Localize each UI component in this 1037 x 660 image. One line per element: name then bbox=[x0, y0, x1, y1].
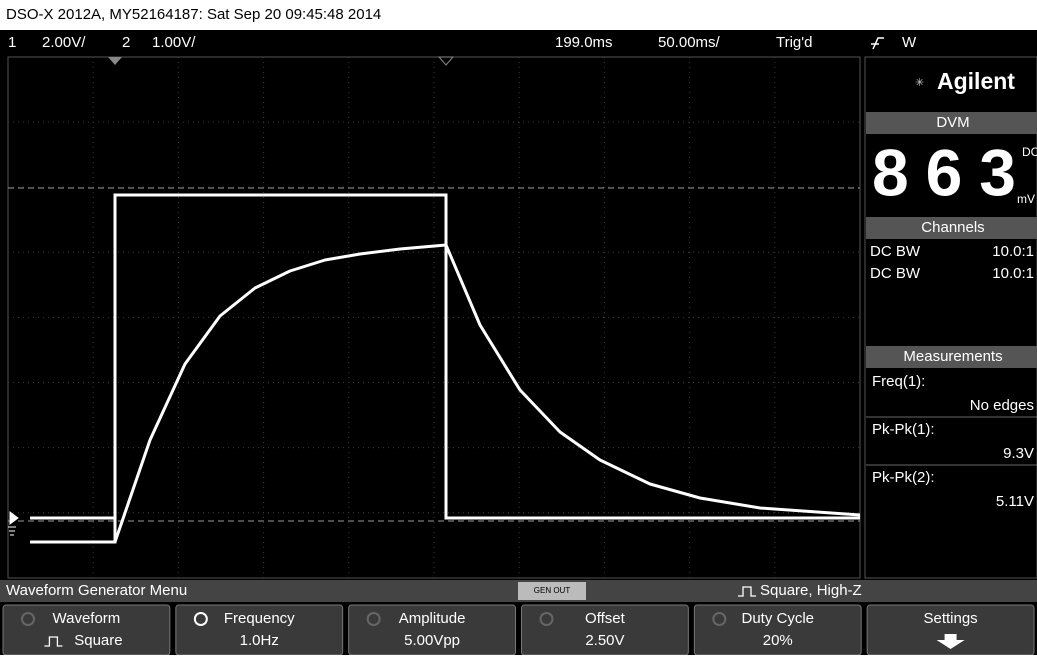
logo-spark: ✳ bbox=[915, 77, 924, 89]
time-reference-marker bbox=[437, 56, 455, 66]
softkey-value: 5.00Vpp bbox=[404, 632, 460, 649]
softkey-value: Square bbox=[74, 632, 122, 649]
grid-lines bbox=[8, 57, 860, 578]
softkey-label: Settings bbox=[923, 610, 977, 627]
softkey-label: Duty Cycle bbox=[741, 610, 814, 627]
softkey-label: Waveform bbox=[53, 610, 121, 627]
graticule bbox=[7, 56, 861, 579]
channels-header bbox=[866, 217, 1037, 239]
dvm-value: 863 bbox=[872, 135, 1016, 209]
trigger-edge-icon bbox=[871, 37, 884, 50]
timebase: 50.00ms/ bbox=[658, 34, 721, 51]
measurement-label: Freq(1): bbox=[872, 373, 925, 390]
delay: 199.0ms bbox=[555, 34, 613, 51]
channels-title: Channels bbox=[921, 219, 984, 236]
softkey-value: 2.50V bbox=[585, 632, 624, 649]
measurements-title: Measurements bbox=[903, 348, 1002, 365]
dvm-mode: DC bbox=[1022, 145, 1037, 159]
ch1-scale: 2.00V/ bbox=[42, 34, 86, 51]
channel-probe: 10.0:1 bbox=[992, 243, 1034, 260]
menu-title: Waveform Generator Menu bbox=[6, 582, 187, 599]
header-bar bbox=[0, 0, 1037, 30]
trigger-marker bbox=[108, 57, 122, 65]
measurement-value: 9.3V bbox=[1003, 445, 1034, 462]
softkey-value: 1.0Hz bbox=[240, 632, 279, 649]
measurement-label: Pk-Pk(2): bbox=[872, 469, 935, 486]
trigger-source: W bbox=[902, 34, 917, 51]
channel-coupling: DC BW bbox=[870, 243, 921, 260]
trigger-status: Trig'd bbox=[776, 34, 812, 51]
square-icon bbox=[738, 586, 756, 597]
info-panel bbox=[864, 56, 1037, 579]
ground-marker bbox=[8, 511, 19, 536]
dvm-unit: mV bbox=[1017, 192, 1035, 206]
softkey-knob-icon bbox=[366, 612, 381, 626]
ch1-number: 1 bbox=[8, 34, 16, 51]
gen-out-label: GEN OUT bbox=[534, 586, 571, 595]
gen-out-badge bbox=[518, 582, 586, 600]
channel-2-waveform bbox=[113, 243, 861, 543]
measurement-value: 5.11V bbox=[996, 493, 1034, 510]
softkey-knob-icon bbox=[193, 612, 208, 626]
softkey-knob-icon bbox=[539, 612, 554, 626]
channel-coupling: DC BW bbox=[870, 265, 921, 282]
measurements-header bbox=[866, 346, 1037, 368]
dvm-header bbox=[866, 112, 1037, 134]
measurement-label: Pk-Pk(1): bbox=[872, 421, 935, 438]
ch2-scale: 1.00V/ bbox=[152, 34, 196, 51]
waveform-info: Square, High-Z bbox=[760, 582, 862, 599]
softkey-label: Frequency bbox=[224, 610, 295, 627]
measurement-value: No edges bbox=[970, 397, 1034, 414]
softkey-label: Offset bbox=[585, 610, 626, 627]
submenu-arrow bbox=[936, 634, 965, 649]
ch2-number: 2 bbox=[122, 34, 130, 51]
channel-1-waveform bbox=[30, 193, 860, 544]
softkey-knob-icon bbox=[21, 612, 35, 626]
channel-probe: 10.0:1 bbox=[992, 265, 1034, 282]
square-icon bbox=[44, 636, 63, 647]
softkey-label: Amplitude bbox=[399, 610, 466, 627]
header-title: DSO-X 2012A, MY52164187: Sat Sep 20 09:4… bbox=[6, 6, 381, 23]
softkey-knob-icon bbox=[712, 612, 727, 626]
dvm-title: DVM bbox=[936, 114, 969, 131]
brand-logo: Agilent bbox=[937, 68, 1015, 94]
softkey-value: 20% bbox=[763, 632, 793, 649]
